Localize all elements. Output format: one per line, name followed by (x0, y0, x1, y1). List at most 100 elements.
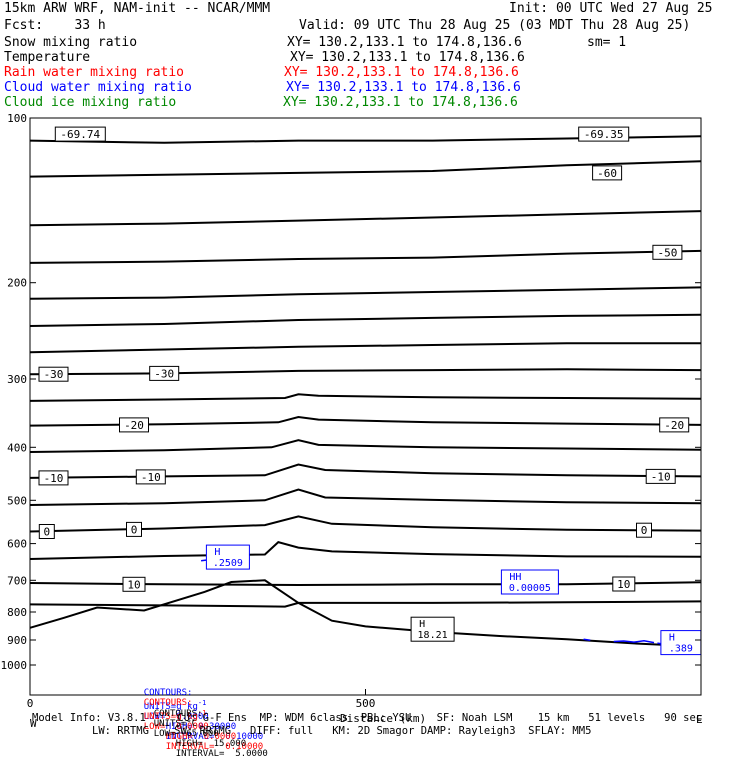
contour-label: -20 (124, 419, 144, 432)
contour-label: -30 (154, 367, 174, 380)
contour-label-box (54, 126, 106, 142)
y-tick-label: 600 (7, 538, 27, 551)
x-tick-label: 500 (356, 697, 376, 710)
y-tick-label: 400 (7, 441, 27, 454)
x-tick-label: 0 (27, 697, 34, 710)
physics-info-line: LW: RRTMG SW: RRTMG DIFF: full KM: 2D Sm… (92, 725, 592, 737)
contour-label-box (149, 365, 180, 381)
field-name-snow: Snow mixing ratio (4, 35, 138, 50)
forecast-hour: Fcst: 33 h (4, 18, 106, 33)
units-superscript: -1 (197, 699, 207, 707)
extremum-mark: H (669, 633, 675, 644)
y-tick-label: 100 (7, 112, 27, 125)
contour-info-units: UNITS=°C (153, 719, 198, 729)
contour-info-units: UNITS=g kg (143, 702, 198, 712)
y-tick-label: 1000 (1, 659, 28, 672)
contour-info-label: CONTOURS: (143, 698, 193, 708)
contour-label: -10 (44, 472, 64, 485)
contour-label-box (592, 165, 623, 181)
field-xy-snow: XY= 130.2,133.1 to 174.8,136.6 (287, 35, 522, 50)
contour-info-low: LOW= 0.0000 (143, 722, 209, 732)
contour-label: -10 (651, 470, 671, 483)
field-xy-rain: XY= 130.2,133.1 to 174.8,136.6 (284, 65, 519, 80)
plot-frame (29, 117, 702, 696)
contour-label-box (122, 576, 146, 592)
field-name-cloud-ice: Cloud ice mixing ratio (4, 95, 177, 110)
isotherm-line (29, 368, 702, 376)
extremum-value: .389 (669, 644, 693, 655)
contour-label: -30 (44, 368, 64, 381)
y-tick-label: 900 (7, 634, 27, 647)
contour-info-cloud-water: CONTOURS: UNITS=g kg-1 LOW= 0.0000 HIGH=… (122, 678, 264, 752)
model-info-line: Model Info: V3.8.1 CU: G-F Ens MP: WDM 6… (32, 712, 703, 724)
contour-info-units: UNITS=g kg (143, 712, 198, 722)
extremum-box (410, 616, 455, 642)
contour-label: 0 (43, 526, 50, 539)
extremum-value: 0.00005 (509, 583, 551, 594)
contour-label-box (612, 576, 636, 592)
contour-info-interval: INTERVAL= 0.10000 (165, 732, 264, 742)
contour-label: -60 (597, 167, 617, 180)
field-xy-cloud-ice: XY= 130.2,133.1 to 174.8,136.6 (283, 95, 518, 110)
contour-label-box (38, 366, 69, 382)
contour-label-box (652, 244, 683, 260)
x-axis-label: Distance (km) (340, 712, 427, 725)
isotherm-line (29, 415, 702, 427)
contour-info-label: CONTOURS: (143, 688, 193, 698)
contour-info-low: LOW= 0.0000 (143, 712, 209, 722)
isotherm-line (29, 313, 702, 327)
isotherm-line (29, 393, 702, 402)
contour-info-low: LOW= -65.000 (153, 729, 219, 739)
isotherm-line (29, 600, 702, 608)
valid-time: Valid: 09 UTC Thu 28 Aug 25 (03 MDT Thu … (299, 18, 691, 33)
x-axis-west-label: W (30, 717, 37, 730)
extremum-mark: HH (509, 572, 521, 583)
field-xy-cloud-water: XY= 130.2,133.1 to 174.8,136.6 (286, 80, 521, 95)
contour-label: -69.74 (60, 128, 100, 141)
isotherm-line (29, 286, 702, 300)
field-xy-temperature: XY= 130.2,133.1 to 174.8,136.6 (290, 50, 525, 65)
units-superscript: -1 (197, 709, 207, 717)
model-title: 15km ARW WRF, NAM-init -- NCAR/MMM (4, 1, 271, 16)
contour-label-box (38, 470, 69, 486)
isotherm-line (29, 160, 702, 178)
chart-figure: 15km ARW WRF, NAM-init -- NCAR/MMM Init:… (1, 1, 713, 760)
extremum-mark: H (214, 547, 220, 558)
contour-info-high: HIGH= 0.30000 (165, 722, 237, 732)
contour-label: 0 (131, 523, 138, 536)
y-tick-label: 700 (7, 574, 27, 587)
isotherm-line (29, 515, 702, 533)
contour-label-box (126, 521, 142, 537)
contour-info-interval: INTERVAL= 5.0000 (175, 749, 268, 759)
extremum-value: 18.21 (418, 630, 448, 641)
contour-label-box (38, 524, 55, 539)
contour-label: 10 (127, 578, 140, 591)
contour-info-label: CONTOURS: (153, 709, 203, 719)
contour-label-box (636, 522, 652, 538)
x-axis-east-label: E (696, 713, 703, 726)
extremum-value: .2509 (213, 558, 243, 569)
contour-info-high: HIGH= 0.0000 (165, 732, 237, 742)
extremum-box (205, 544, 250, 570)
contour-label: -20 (664, 419, 684, 432)
cloud-water-contour (583, 638, 591, 641)
contour-label: -10 (141, 471, 161, 484)
isotherm-line (29, 488, 702, 506)
isotherm-line (29, 540, 702, 560)
contour-label-box (119, 417, 149, 433)
contour-label-box (645, 468, 676, 484)
contour-info-high: HIGH= 15.000 (175, 739, 247, 749)
contour-label-box (578, 126, 630, 142)
isotherm-line (29, 210, 702, 227)
cross-section-plot: -69.74 -69.35-60-50-30 -30-20 -20-10 -10 -100… (1, 112, 702, 710)
extremum-mark: H (419, 619, 425, 630)
contour-label: -69.35 (584, 128, 624, 141)
contour-label-box (659, 417, 690, 433)
field-name-temperature: Temperature (4, 50, 91, 65)
smoothing-label: sm= 1 (587, 35, 627, 50)
y-tick-label: 300 (7, 373, 27, 386)
isotherm-line (29, 463, 702, 479)
init-time: Init: 00 UTC Wed 27 Aug 25 (509, 1, 713, 16)
isotherm-line (29, 342, 701, 354)
